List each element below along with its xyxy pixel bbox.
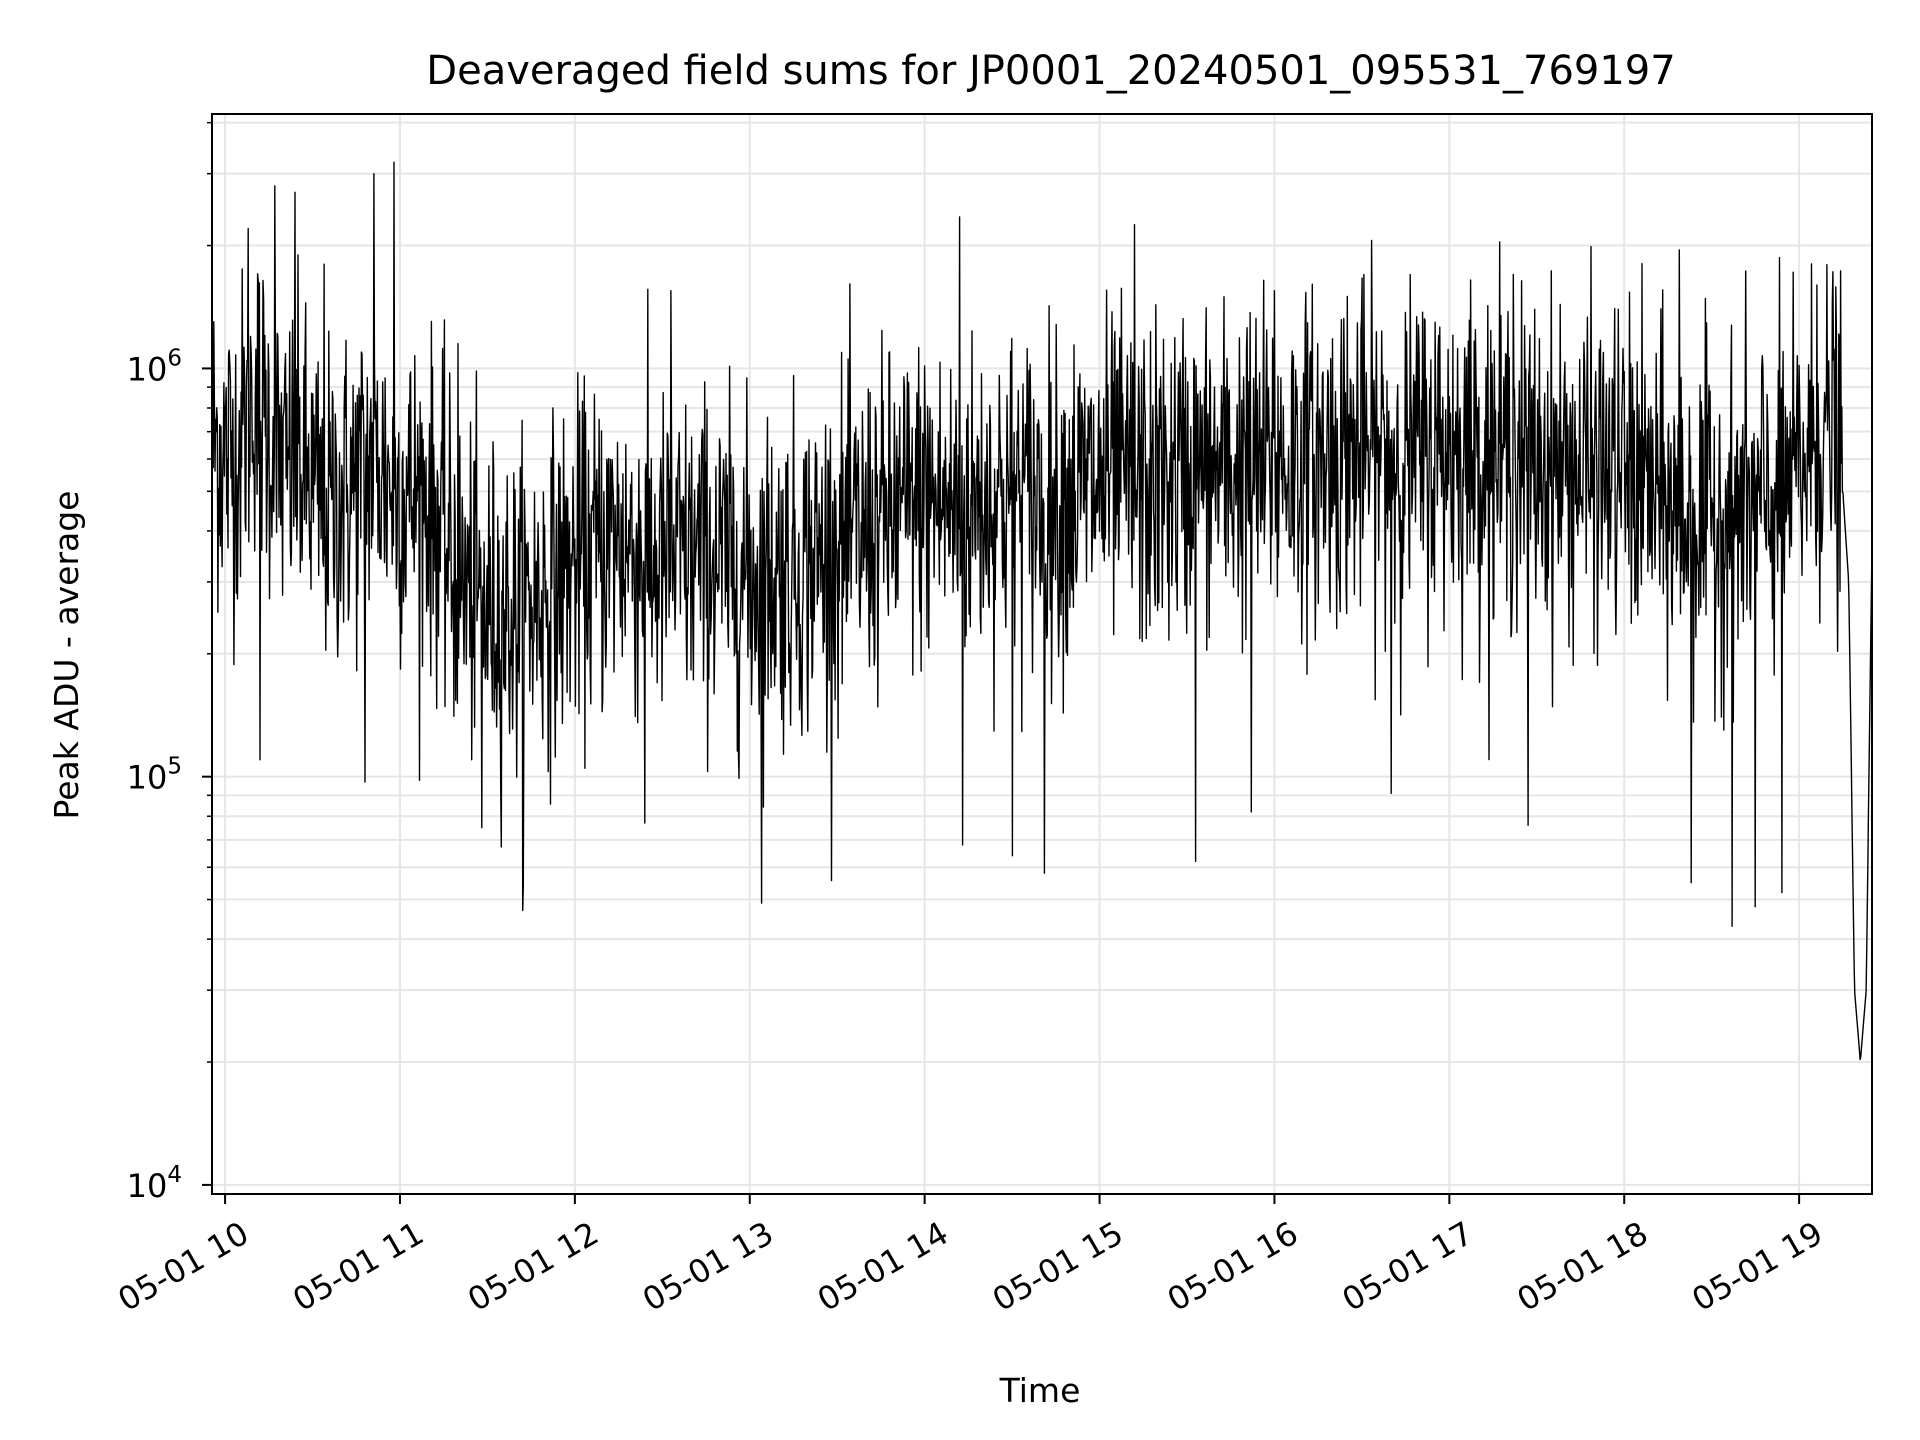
y-axis: 104 105 106	[127, 121, 212, 1205]
y-tick-label: 105	[127, 754, 182, 797]
y-axis-label: Peak ADU - average	[47, 491, 86, 820]
y-tick-label: 104	[127, 1162, 182, 1205]
series-line	[212, 161, 1872, 1061]
y-tick-label: 106	[127, 345, 182, 388]
x-axis-label: Time	[999, 1371, 1081, 1410]
plot-area	[212, 161, 1872, 1061]
chart-title: Deaveraged field sums for JP0001_2024050…	[426, 48, 1675, 94]
